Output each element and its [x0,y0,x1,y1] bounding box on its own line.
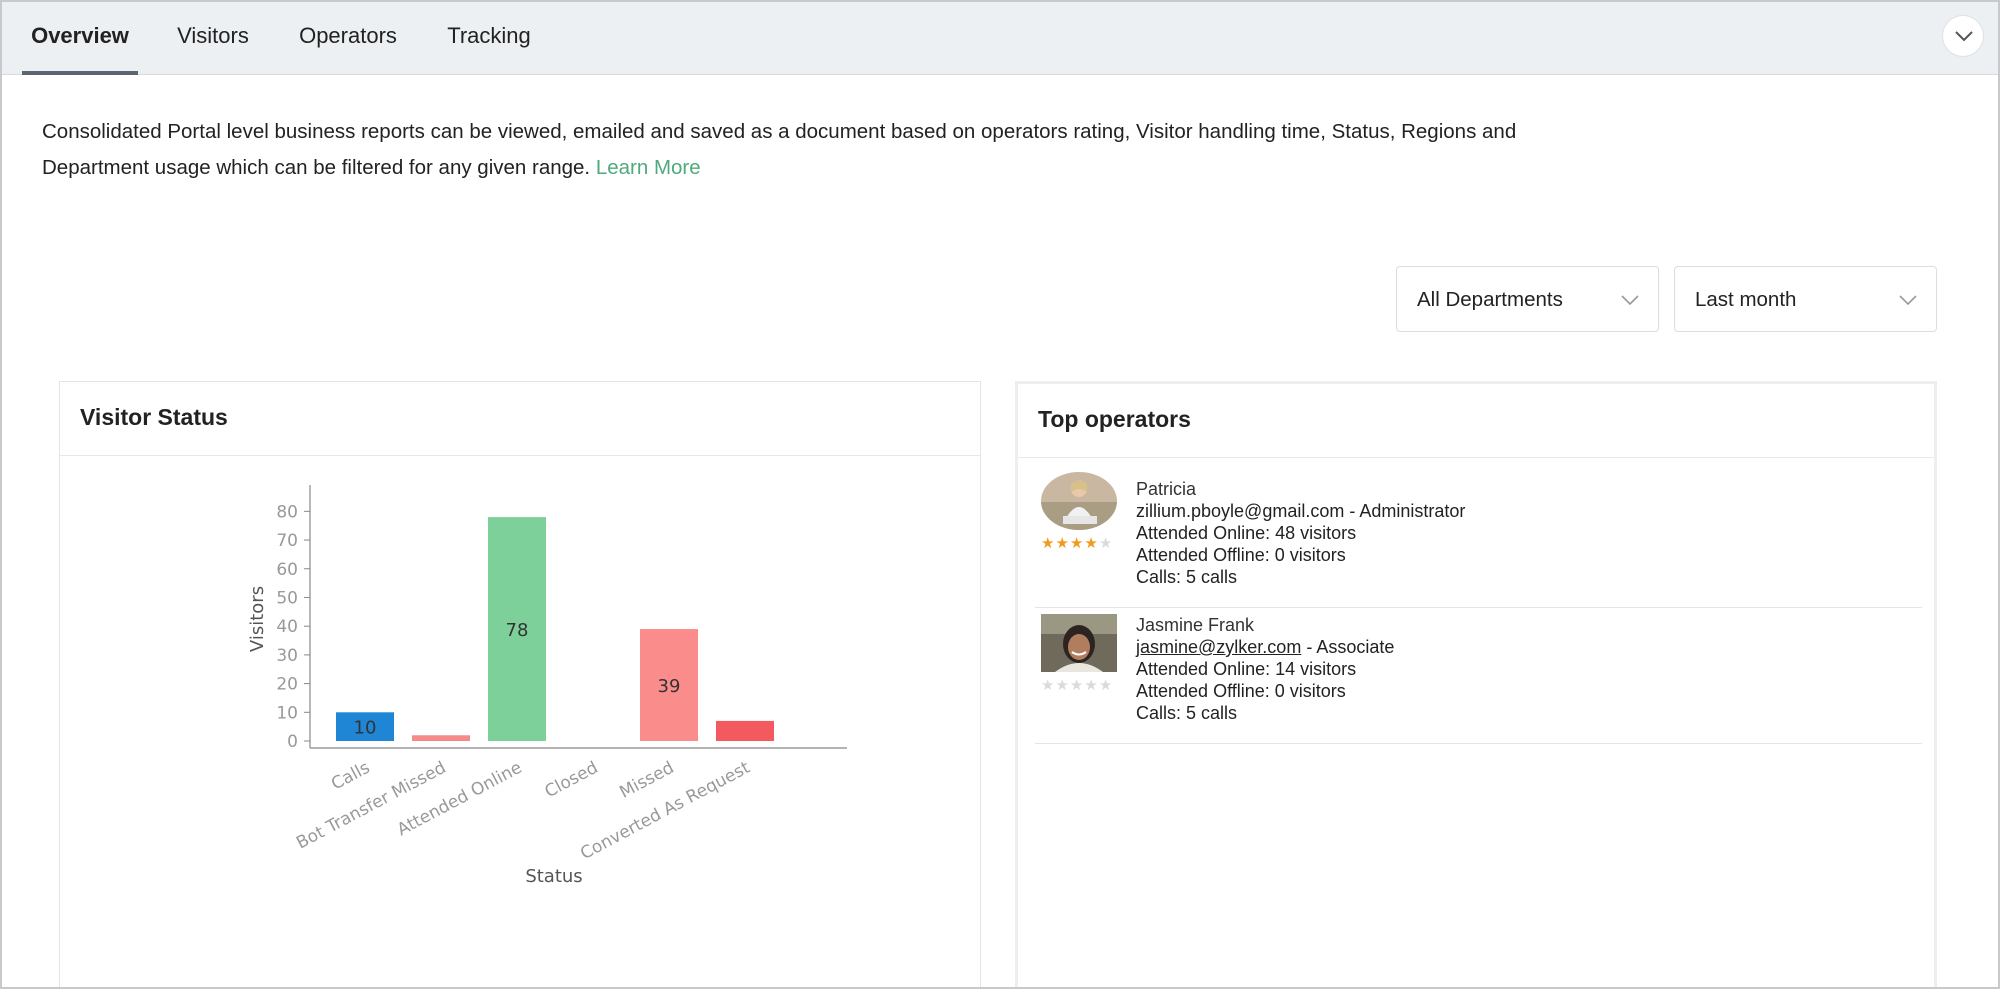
bar [336,712,394,741]
tab-operators[interactable]: Operators [299,23,397,48]
x-tick-label: Attended Online [394,758,525,841]
y-tick-label: 30 [276,646,298,666]
y-tick-label: 70 [276,531,298,551]
description-text: Consolidated Portal level business repor… [42,120,1517,179]
x-axis-label: Status [525,866,582,887]
rating-stars: ★★★★★ [1041,676,1113,694]
collapse-button[interactable] [1942,15,1984,57]
star-filled-icon: ★ [1069,535,1085,552]
chevron-down-icon [1899,295,1917,306]
operator-details: Jasmine Frank jasmine@zylker.com - Assoc… [1136,614,1394,724]
learn-more-link[interactable]: Learn More [595,156,701,179]
department-select-value: All Departments [1417,288,1563,311]
star-empty-icon: ★ [1098,535,1114,552]
tab-overview[interactable]: Overview [22,2,138,75]
bar-value-label: 78 [506,620,529,641]
bar-value-label: 10 [354,718,377,739]
star-empty-icon: ★ [1069,677,1085,694]
y-tick-label: 80 [276,502,298,522]
star-empty-icon: ★ [1098,677,1114,694]
operator-attended-offline: Attended Offline: 0 visitors [1136,545,1346,565]
star-filled-icon: ★ [1055,535,1070,552]
operator-email: zillium.pboyle@gmail.com [1136,501,1345,521]
operator-calls: Calls: 5 calls [1136,567,1238,587]
y-tick-label: 20 [276,675,298,695]
visitor-status-title: Visitor Status [60,382,980,456]
operator-name: Patricia [1136,479,1197,499]
operator-name: Jasmine Frank [1136,615,1255,635]
y-tick-label: 60 [276,560,298,580]
rating-stars: ★★★★★ [1041,534,1113,552]
date-range-select-value: Last month [1695,288,1797,311]
bar [640,629,698,741]
avatar [1041,614,1117,672]
bar-value-label: 39 [658,676,681,697]
tab-visitors[interactable]: Visitors [177,23,249,48]
tab-tracking[interactable]: Tracking [447,23,531,48]
date-range-select[interactable]: Last month [1674,266,1937,332]
y-axis-label: Visitors [247,586,268,652]
chevron-down-icon [1955,31,1973,42]
operator-item: ★★★★★ Patricia zillium.pboyle@gmail.com … [1035,472,1922,608]
top-operators-title: Top operators [1018,384,1934,458]
x-tick-label: Missed [616,758,677,803]
department-select[interactable]: All Departments [1396,266,1659,332]
tab-bar: Overview Visitors Operators Tracking [2,2,1998,75]
operator-item: ★★★★★ Jasmine Frank jasmine@zylker.com -… [1035,608,1922,744]
operator-attended-online: Attended Online: 48 visitors [1136,523,1357,543]
operator-email-link[interactable]: jasmine@zylker.com [1136,637,1302,657]
star-filled-icon: ★ [1041,535,1056,552]
operator-attended-offline: Attended Offline: 0 visitors [1136,681,1346,701]
bar [488,517,546,741]
y-tick-label: 0 [287,732,298,752]
y-tick-label: 40 [276,617,298,637]
x-tick-label: Closed [542,758,602,802]
y-tick-label: 50 [276,588,298,608]
visitor-status-chart: 01020304050607080VisitorsStatus10CallsBo… [247,485,847,887]
operator-role: - Associate [1306,637,1395,657]
star-empty-icon: ★ [1084,677,1099,694]
bar [412,735,470,741]
operator-calls: Calls: 5 calls [1136,703,1238,723]
chevron-down-icon [1621,295,1639,306]
y-tick-label: 10 [276,703,298,723]
x-tick-label: Calls [328,758,373,795]
bar [716,720,774,741]
visitor-status-card: Visitor Status 0 10 20 30 40 50 60 70 80 Visitors… [59,381,981,987]
avatar [1041,472,1117,530]
operator-details: Patricia zillium.pboyle@gmail.com - Admi… [1136,478,1465,588]
operator-role: - Administrator [1349,501,1466,521]
page-description: Consolidated Portal level business repor… [42,114,1602,186]
star-empty-icon: ★ [1055,677,1070,694]
star-filled-icon: ★ [1084,535,1099,552]
operator-attended-online: Attended Online: 14 visitors [1136,659,1357,679]
star-empty-icon: ★ [1041,677,1056,694]
top-operators-card: Top operators ★★★★★ Patricia zillium.pbo… [1015,381,1937,987]
